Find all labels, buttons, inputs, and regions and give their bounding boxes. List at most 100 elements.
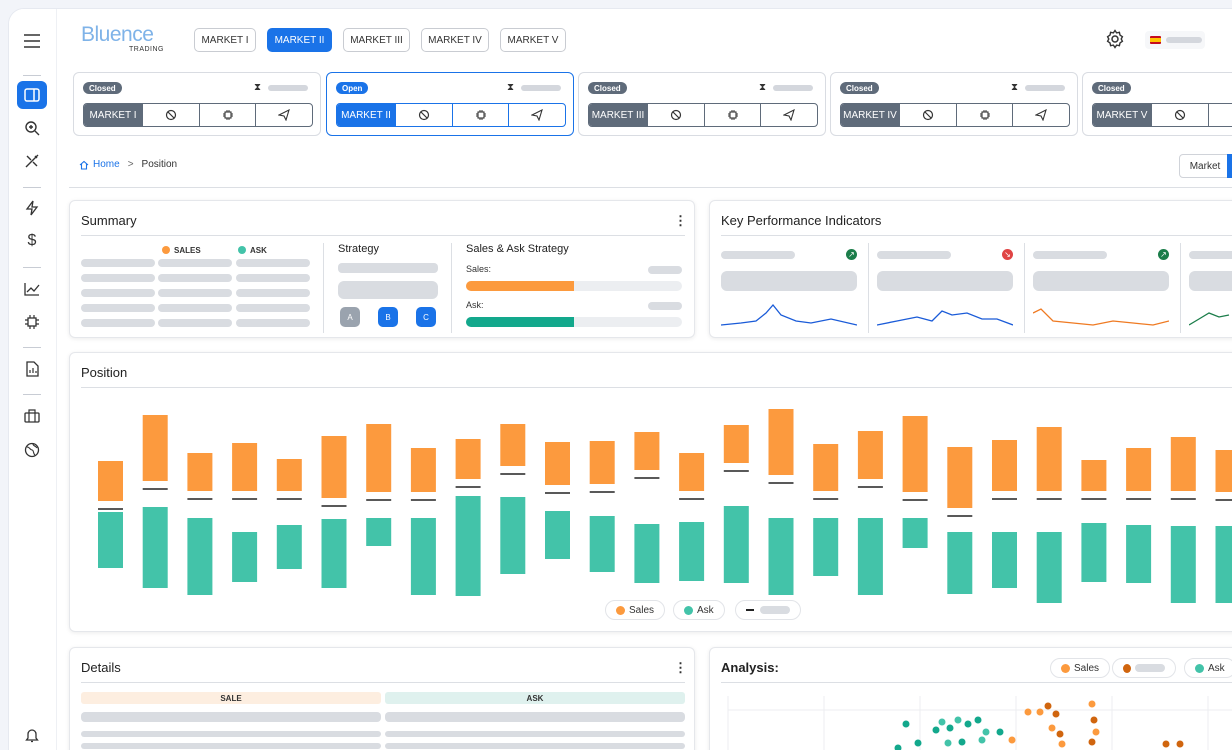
sidebar-item-briefcase-icon[interactable] bbox=[17, 402, 47, 430]
scatter-point[interactable] bbox=[1036, 708, 1044, 716]
market-card[interactable]: Closed ⧗ MARKET IV bbox=[830, 72, 1078, 136]
position-sales-bar[interactable] bbox=[857, 431, 883, 479]
position-sales-bar[interactable] bbox=[947, 447, 973, 508]
position-ask-bar[interactable] bbox=[902, 518, 928, 548]
scatter-point[interactable] bbox=[902, 720, 910, 728]
legend-line[interactable] bbox=[735, 600, 801, 620]
settings-gear-icon[interactable] bbox=[1105, 29, 1125, 54]
position-sales-bar[interactable] bbox=[545, 442, 570, 485]
block-icon[interactable] bbox=[899, 104, 956, 126]
position-ask-bar[interactable] bbox=[1036, 532, 1062, 603]
position-ask-bar[interactable] bbox=[813, 518, 839, 576]
market-name[interactable]: MARKET III bbox=[589, 104, 647, 126]
market-toggle[interactable] bbox=[1227, 154, 1232, 178]
position-ask-bar[interactable] bbox=[1081, 523, 1107, 582]
position-sales-bar[interactable] bbox=[1081, 460, 1107, 491]
scatter-point[interactable] bbox=[1162, 740, 1170, 748]
position-sales-bar[interactable] bbox=[768, 409, 794, 475]
scatter-point[interactable] bbox=[1088, 738, 1096, 746]
analysis-legend-ask[interactable]: Ask bbox=[1184, 658, 1232, 678]
tab-market-1[interactable]: MARKET I bbox=[194, 28, 256, 52]
scatter-point[interactable] bbox=[982, 728, 990, 736]
market-name[interactable]: MARKET IV bbox=[841, 104, 899, 126]
scatter-point[interactable] bbox=[1052, 710, 1060, 718]
position-sales-bar[interactable] bbox=[723, 425, 749, 463]
position-sales-bar[interactable] bbox=[1126, 448, 1152, 491]
sidebar-item-bell-icon[interactable] bbox=[17, 721, 47, 749]
position-sales-bar[interactable] bbox=[589, 441, 615, 484]
scatter-point[interactable] bbox=[1088, 700, 1096, 708]
position-ask-bar[interactable] bbox=[545, 511, 570, 559]
position-ask-bar[interactable] bbox=[187, 518, 213, 595]
sidebar-item-tools-icon[interactable] bbox=[17, 147, 47, 175]
position-sales-bar[interactable] bbox=[187, 453, 213, 491]
block-icon[interactable] bbox=[142, 104, 199, 126]
scatter-point[interactable] bbox=[932, 726, 940, 734]
legend-sales[interactable]: Sales bbox=[605, 600, 666, 620]
position-sales-bar[interactable] bbox=[98, 461, 123, 501]
position-sales-bar[interactable] bbox=[321, 436, 347, 498]
breadcrumb-home[interactable]: Home bbox=[93, 159, 120, 170]
position-sales-bar[interactable] bbox=[813, 444, 839, 491]
strategy-button-a[interactable]: A bbox=[340, 307, 360, 327]
strategy-button-c[interactable]: C bbox=[416, 307, 436, 327]
position-ask-bar[interactable] bbox=[98, 512, 123, 568]
sidebar-item-chip-icon[interactable] bbox=[17, 308, 47, 336]
position-ask-bar[interactable] bbox=[589, 516, 615, 572]
scatter-point[interactable] bbox=[978, 736, 986, 744]
send-icon[interactable] bbox=[1012, 104, 1069, 126]
position-sales-bar[interactable] bbox=[276, 459, 302, 491]
market-button[interactable]: Market bbox=[1179, 154, 1231, 178]
scatter-point[interactable] bbox=[1090, 716, 1098, 724]
tab-market-5[interactable]: MARKET V bbox=[500, 28, 566, 52]
scatter-point[interactable] bbox=[1008, 736, 1016, 744]
scatter-point[interactable] bbox=[1044, 702, 1052, 710]
position-ask-bar[interactable] bbox=[1170, 526, 1196, 603]
position-sales-bar[interactable] bbox=[902, 416, 928, 492]
scatter-point[interactable] bbox=[964, 720, 972, 728]
send-icon[interactable] bbox=[760, 104, 817, 126]
scatter-point[interactable] bbox=[1176, 740, 1184, 748]
scatter-point[interactable] bbox=[1048, 724, 1056, 732]
position-sales-bar[interactable] bbox=[634, 432, 660, 470]
legend-ask[interactable]: Ask bbox=[673, 600, 725, 620]
position-ask-bar[interactable] bbox=[1215, 526, 1232, 603]
summary-more-icon[interactable]: ⋮ bbox=[674, 213, 687, 228]
position-sales-bar[interactable] bbox=[500, 424, 526, 466]
position-sales-bar[interactable] bbox=[1036, 427, 1062, 491]
scatter-point[interactable] bbox=[1056, 730, 1064, 738]
block-icon[interactable] bbox=[395, 104, 452, 126]
send-icon[interactable] bbox=[255, 104, 312, 126]
position-sales-bar[interactable] bbox=[1170, 437, 1196, 491]
position-ask-bar[interactable] bbox=[1126, 525, 1152, 583]
market-card[interactable]: Closed ⧗ MARKET III bbox=[578, 72, 826, 136]
details-more-icon[interactable]: ⋮ bbox=[674, 660, 687, 675]
position-ask-bar[interactable] bbox=[366, 518, 392, 546]
position-ask-bar[interactable] bbox=[142, 507, 168, 588]
chip-icon[interactable] bbox=[198, 104, 256, 126]
position-sales-bar[interactable] bbox=[366, 424, 392, 492]
scatter-point[interactable] bbox=[938, 718, 946, 726]
position-sales-bar[interactable] bbox=[142, 415, 168, 481]
market-name[interactable]: MARKET II bbox=[337, 104, 395, 126]
tab-market-4[interactable]: MARKET IV bbox=[421, 28, 489, 52]
scatter-point[interactable] bbox=[1092, 728, 1100, 736]
menu-icon[interactable] bbox=[17, 27, 47, 55]
brand-logo[interactable]: Bluence TRADING bbox=[81, 23, 164, 53]
position-sales-bar[interactable] bbox=[679, 453, 705, 491]
sidebar-item-chart-icon[interactable] bbox=[17, 275, 47, 303]
position-sales-bar[interactable] bbox=[455, 439, 481, 479]
position-ask-bar[interactable] bbox=[768, 518, 794, 595]
position-ask-bar[interactable] bbox=[857, 518, 883, 595]
strategy-button-b[interactable]: B bbox=[378, 307, 398, 327]
scatter-point[interactable] bbox=[1058, 740, 1066, 748]
position-ask-bar[interactable] bbox=[276, 525, 302, 569]
sidebar-item-globe-icon[interactable] bbox=[17, 436, 47, 464]
chip-icon[interactable] bbox=[703, 104, 761, 126]
send-icon[interactable] bbox=[508, 104, 565, 126]
position-ask-bar[interactable] bbox=[679, 522, 705, 581]
block-icon[interactable] bbox=[1151, 104, 1208, 126]
scatter-point[interactable] bbox=[954, 716, 962, 724]
market-card[interactable]: Closed⧗MARKET V bbox=[1082, 72, 1232, 136]
scatter-point[interactable] bbox=[914, 739, 922, 747]
